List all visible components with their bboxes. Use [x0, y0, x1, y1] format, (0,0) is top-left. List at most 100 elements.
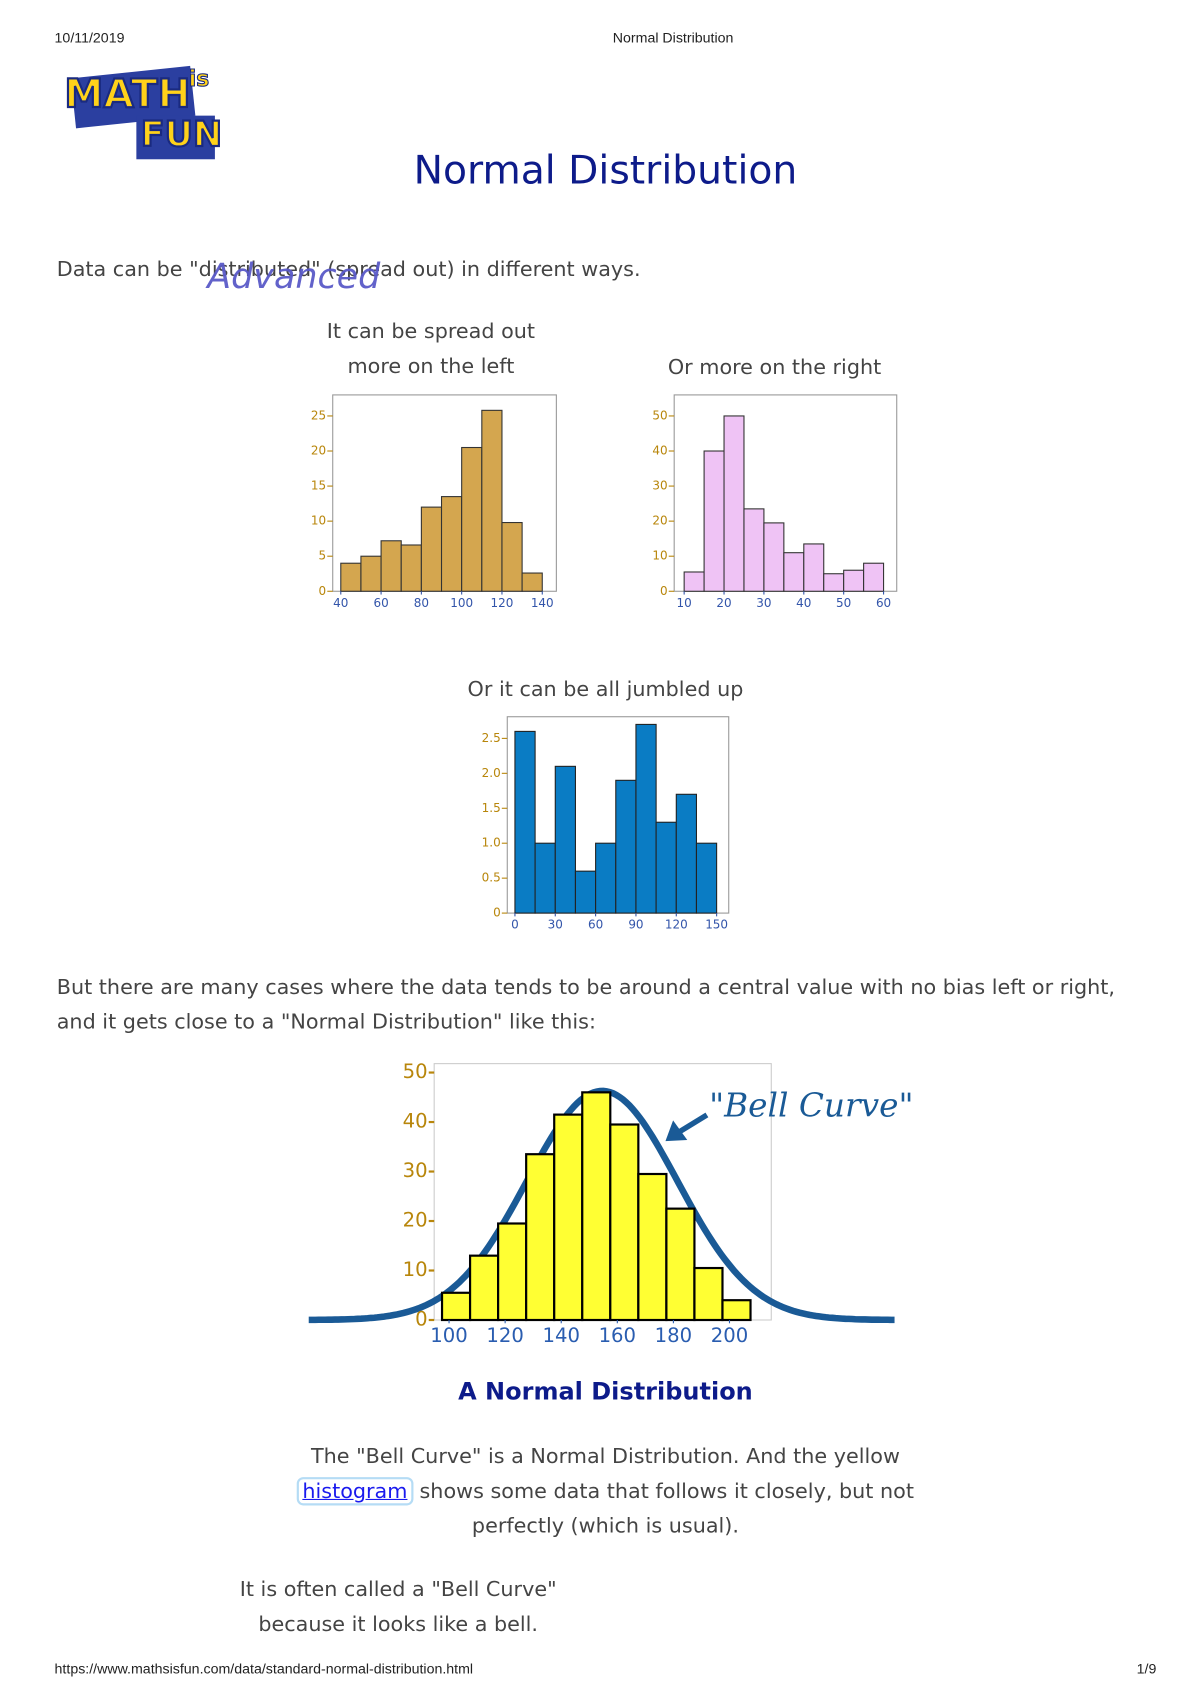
y-tick-label: 30: [652, 479, 667, 493]
y-tick-label: 0: [660, 584, 668, 598]
bar: [420, 506, 443, 592]
bar: [481, 409, 503, 592]
bar: [468, 1254, 500, 1322]
x-tick-label: 90: [628, 918, 643, 932]
y-tick-label: 25: [311, 408, 326, 422]
x-tick-label: 60: [373, 596, 388, 610]
bar: [497, 1222, 528, 1322]
y-tick-label: 50: [652, 408, 667, 422]
y-tick-label: 40: [652, 444, 667, 458]
x-tick-label: 40: [796, 596, 811, 610]
bar: [743, 508, 765, 592]
text: The "Bell Curve" is a Normal Distributio…: [310, 1444, 900, 1469]
bar: [683, 571, 705, 592]
y-tick-label: 30: [403, 1159, 428, 1182]
bar: [703, 450, 725, 592]
bar: [501, 521, 523, 592]
bar: [554, 765, 576, 914]
x-tick-label: 60: [876, 596, 891, 610]
x-tick-label: 120: [486, 1324, 523, 1347]
bar: [440, 1291, 472, 1322]
bar: [581, 1091, 612, 1322]
bar: [675, 793, 698, 914]
x-tick-label: 80: [414, 596, 429, 610]
x-tick-label: 20: [716, 596, 731, 610]
annotation: "Bell Curve": [709, 1086, 913, 1124]
bar: [665, 1207, 696, 1322]
badge: Advanced: [207, 255, 381, 297]
x-tick-label: 100: [430, 1324, 467, 1347]
logo-is: is: [188, 65, 210, 92]
x-tick-label: 160: [599, 1324, 636, 1347]
bar: [380, 540, 402, 592]
y-tick-label: 2.5: [482, 731, 501, 745]
paragraph: But there are many cases where the data …: [56, 975, 1115, 1035]
y-tick-label: 10: [403, 1258, 428, 1281]
y-tick-label: 2.0: [482, 766, 501, 780]
y-tick-label: 0.5: [482, 871, 501, 885]
logo-fun: FUN: [140, 112, 224, 156]
bar: [574, 870, 597, 914]
x-tick-label: 50: [836, 596, 851, 610]
chart-caption: A Normal Distribution: [458, 1378, 753, 1407]
bar: [843, 569, 865, 592]
x-tick-label: 40: [333, 596, 348, 610]
y-tick-label: 0: [415, 1307, 428, 1330]
paragraph: The "Bell Curve" is a Normal Distributio…: [295, 1439, 917, 1544]
y-tick-label: 20: [403, 1209, 428, 1232]
bar: [400, 544, 422, 592]
x-tick-label: 120: [491, 596, 514, 610]
bar: [655, 821, 677, 914]
y-tick-label: 10: [652, 549, 667, 563]
bar: [803, 543, 825, 592]
link[interactable]: histogram: [296, 1477, 413, 1506]
header-title: Normal Distribution: [612, 29, 734, 46]
logo[interactable]: MATH is FUN: [60, 65, 223, 163]
bar: [615, 779, 637, 914]
bar: [723, 415, 745, 592]
bar: [521, 572, 543, 592]
bar: [693, 1266, 724, 1322]
bar: [823, 573, 845, 592]
x-tick-label: 180: [655, 1324, 692, 1347]
intro: Data can be "distributed" (spread out) i…: [56, 257, 641, 282]
bar: [360, 555, 382, 592]
bar: [514, 730, 536, 914]
bar: [637, 1172, 668, 1322]
annotation-arrowhead: [665, 1120, 688, 1142]
header-date: 10/11/2019: [54, 29, 125, 46]
x-tick-label: 120: [665, 918, 688, 932]
footer-page: 1/9: [1136, 1660, 1157, 1677]
x-tick-label: 140: [531, 596, 554, 610]
bar: [721, 1299, 752, 1322]
chart-caption: Or more on the right: [667, 355, 882, 380]
bar: [461, 446, 483, 592]
bar: [525, 1153, 556, 1322]
bar: [340, 562, 362, 592]
y-tick-label: 20: [652, 514, 667, 528]
page-title: Normal Distribution: [413, 148, 798, 194]
x-tick-label: 140: [542, 1324, 579, 1347]
paragraph: It is often called a "Bell Curve" becaus…: [239, 1577, 557, 1637]
y-tick-label: 0: [493, 906, 501, 920]
x-tick-label: 30: [756, 596, 771, 610]
y-tick-label: 1.0: [482, 836, 501, 850]
y-tick-label: 20: [311, 444, 326, 458]
y-tick-label: 10: [311, 514, 326, 528]
y-tick-label: 40: [403, 1110, 428, 1133]
chart-caption: Or it can be all jumbled up: [467, 677, 744, 702]
y-tick-label: 5: [319, 549, 327, 563]
footer-url: https://www.mathsisfun.com/data/standard…: [54, 1660, 474, 1677]
bar: [595, 842, 617, 914]
chart-caption: It can be spread out more on the left: [326, 319, 536, 379]
logo-bg2: [136, 115, 215, 160]
annotation-arrow: [677, 1112, 709, 1135]
bar: [440, 496, 463, 592]
text: shows some data that follows it closely,…: [419, 1479, 914, 1539]
y-tick-label: 1.5: [482, 801, 501, 815]
x-tick-label: 150: [705, 918, 728, 932]
bar: [609, 1123, 640, 1322]
bar: [863, 562, 885, 592]
